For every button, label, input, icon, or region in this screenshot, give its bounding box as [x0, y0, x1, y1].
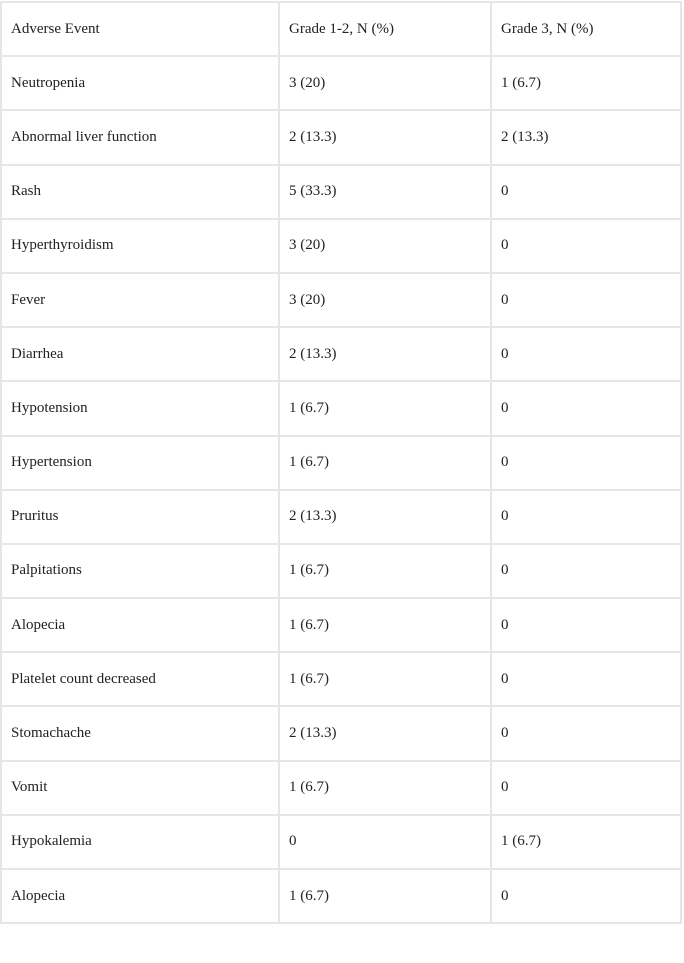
cell-grade-1-2: 2 (13.3): [278, 326, 492, 383]
cell-grade-1-2: 2 (13.3): [278, 109, 492, 166]
cell-grade-3: 0: [490, 434, 682, 491]
cell-grade-3: 1 (6.7): [490, 55, 682, 112]
table-row: Alopecia 1 (6.7) 0: [0, 597, 682, 654]
cell-grade-1-2: 1 (6.7): [278, 434, 492, 491]
cell-grade-3: 0: [490, 380, 682, 437]
cell-grade-3: 0: [490, 867, 682, 925]
cell-grade-1-2: 1 (6.7): [278, 380, 492, 437]
cell-adverse-event: Vomit: [0, 759, 280, 816]
table-row: Pruritus 2 (13.3) 0: [0, 488, 682, 545]
table-row: Hyperthyroidism 3 (20) 0: [0, 217, 682, 274]
header-adverse-event: Adverse Event: [0, 0, 280, 58]
cell-grade-1-2: 2 (13.3): [278, 705, 492, 762]
cell-grade-1-2: 2 (13.3): [278, 488, 492, 545]
cell-grade-3: 0: [490, 651, 682, 708]
cell-grade-3: 0: [490, 597, 682, 654]
cell-adverse-event: Abnormal liver function: [0, 109, 280, 166]
cell-adverse-event: Hyperthyroidism: [0, 217, 280, 274]
cell-adverse-event: Hypotension: [0, 380, 280, 437]
table-row: Rash 5 (33.3) 0: [0, 163, 682, 220]
table-row: Palpitations 1 (6.7) 0: [0, 542, 682, 600]
table-header-row: Adverse Event Grade 1-2, N (%) Grade 3, …: [0, 0, 682, 58]
cell-grade-3: 0: [490, 759, 682, 816]
header-grade-3: Grade 3, N (%): [490, 0, 682, 58]
cell-grade-3: 0: [490, 326, 682, 383]
cell-grade-1-2: 0: [278, 813, 492, 871]
table-row: Abnormal liver function 2 (13.3) 2 (13.3): [0, 109, 682, 166]
cell-grade-3: 2 (13.3): [490, 109, 682, 166]
cell-adverse-event: Pruritus: [0, 488, 280, 545]
table-row: Diarrhea 2 (13.3) 0: [0, 326, 682, 383]
cell-adverse-event: Fever: [0, 271, 280, 329]
cell-grade-1-2: 1 (6.7): [278, 597, 492, 654]
table-row: Hypokalemia 0 1 (6.7): [0, 813, 682, 871]
cell-grade-3: 0: [490, 271, 682, 329]
cell-grade-1-2: 1 (6.7): [278, 651, 492, 708]
cell-adverse-event: Stomachache: [0, 705, 280, 762]
cell-grade-3: 0: [490, 705, 682, 762]
cell-adverse-event: Diarrhea: [0, 326, 280, 383]
cell-grade-1-2: 3 (20): [278, 55, 492, 112]
table-row: Hypotension 1 (6.7) 0: [0, 380, 682, 437]
table-row: Platelet count decreased 1 (6.7) 0: [0, 651, 682, 708]
table-row: Neutropenia 3 (20) 1 (6.7): [0, 55, 682, 112]
cell-adverse-event: Rash: [0, 163, 280, 220]
cell-grade-3: 0: [490, 163, 682, 220]
cell-grade-3: 0: [490, 488, 682, 545]
cell-grade-3: 1 (6.7): [490, 813, 682, 871]
table-row: Stomachache 2 (13.3) 0: [0, 705, 682, 762]
table-row: Vomit 1 (6.7) 0: [0, 759, 682, 816]
cell-adverse-event: Neutropenia: [0, 55, 280, 112]
table-row: Alopecia 1 (6.7) 0: [0, 867, 682, 925]
table-row: Fever 3 (20) 0: [0, 271, 682, 329]
cell-grade-1-2: 1 (6.7): [278, 542, 492, 600]
adverse-events-table: Adverse Event Grade 1-2, N (%) Grade 3, …: [0, 0, 682, 925]
cell-grade-1-2: 1 (6.7): [278, 759, 492, 816]
cell-grade-3: 0: [490, 542, 682, 600]
cell-adverse-event: Platelet count decreased: [0, 651, 280, 708]
cell-adverse-event: Palpitations: [0, 542, 280, 600]
cell-grade-3: 0: [490, 217, 682, 274]
cell-adverse-event: Alopecia: [0, 867, 280, 925]
cell-adverse-event: Alopecia: [0, 597, 280, 654]
table-row: Hypertension 1 (6.7) 0: [0, 434, 682, 491]
cell-grade-1-2: 3 (20): [278, 217, 492, 274]
cell-grade-1-2: 5 (33.3): [278, 163, 492, 220]
cell-grade-1-2: 3 (20): [278, 271, 492, 329]
header-grade-1-2: Grade 1-2, N (%): [278, 0, 492, 58]
cell-adverse-event: Hypokalemia: [0, 813, 280, 871]
cell-grade-1-2: 1 (6.7): [278, 867, 492, 925]
table-body: Adverse Event Grade 1-2, N (%) Grade 3, …: [0, 0, 682, 925]
cell-adverse-event: Hypertension: [0, 434, 280, 491]
